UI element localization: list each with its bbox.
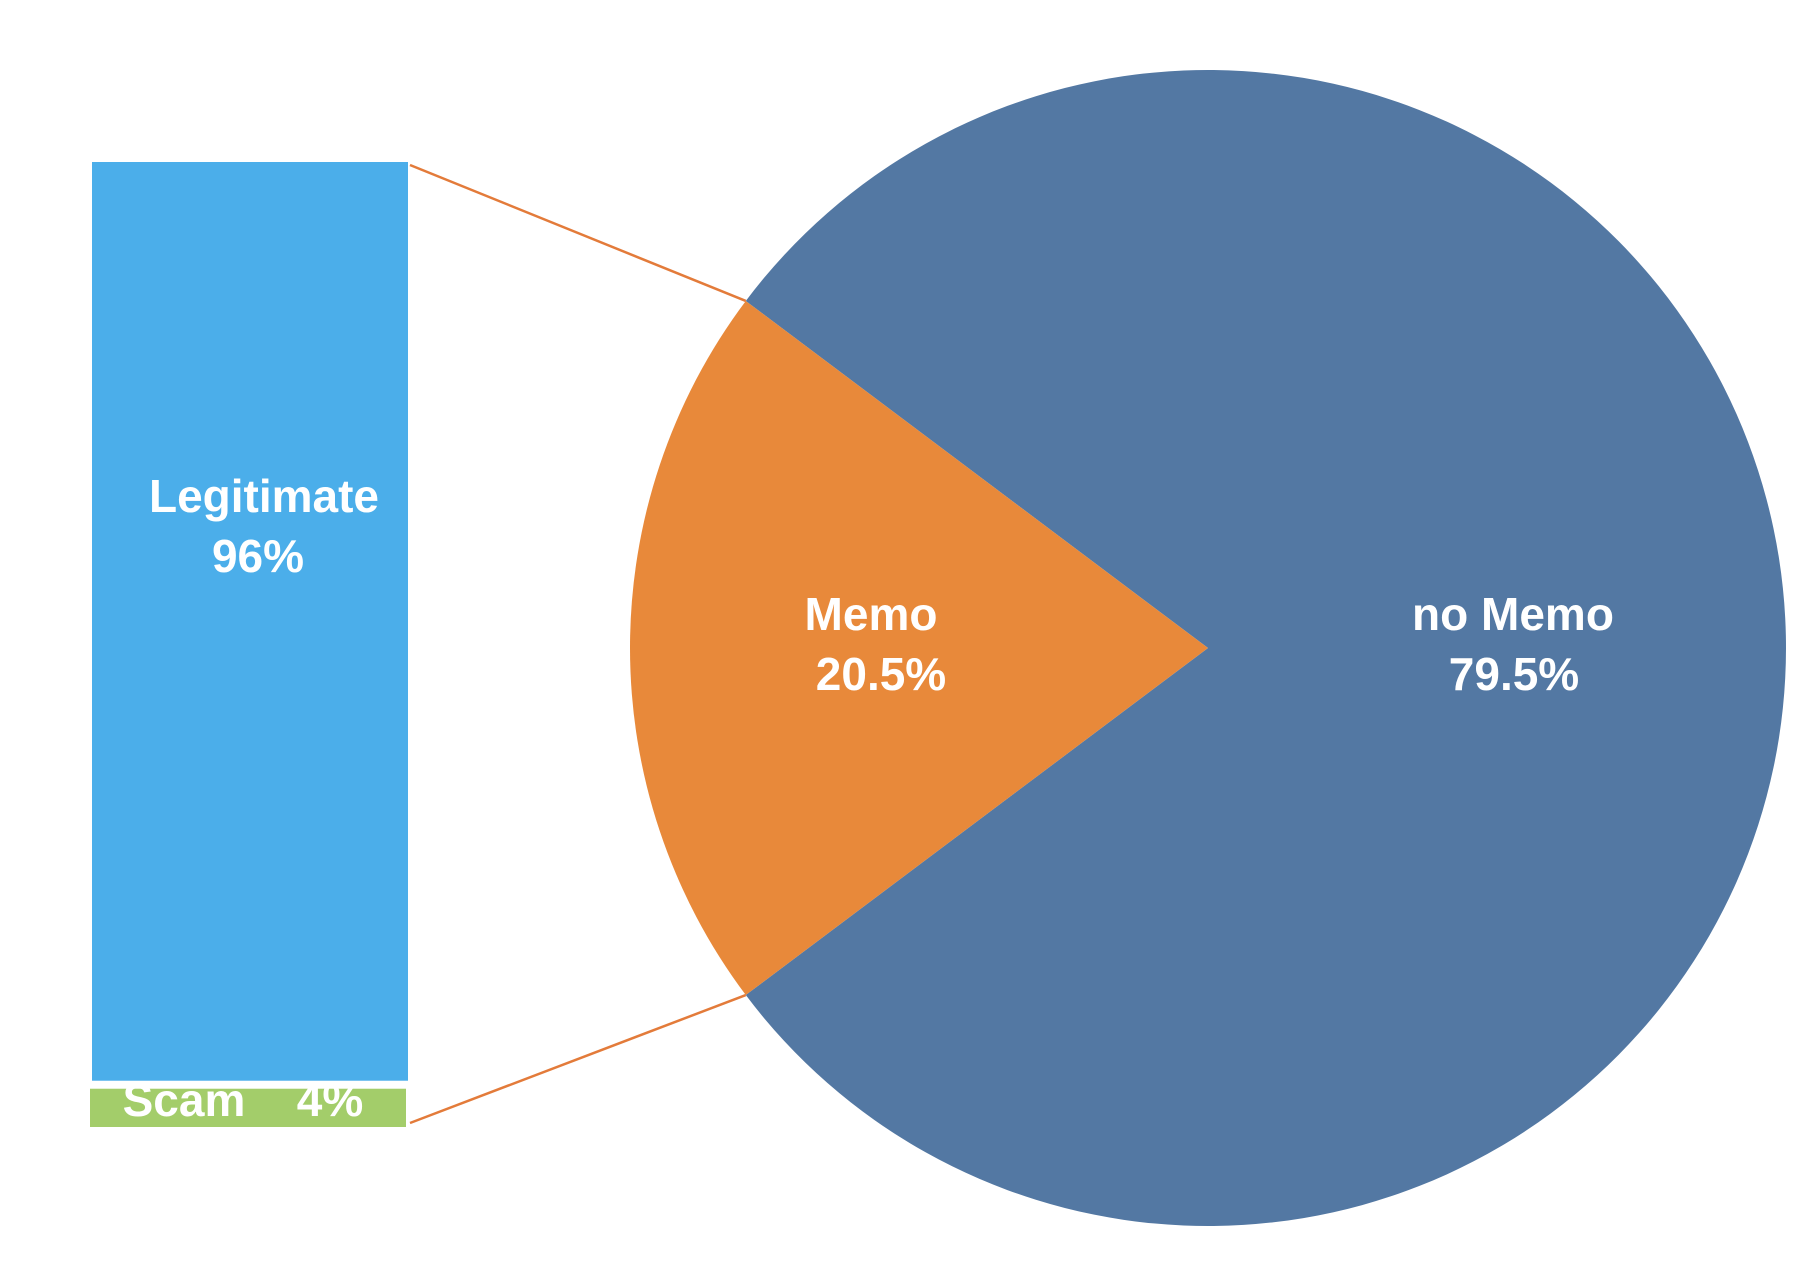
- label-legitimate-name: Legitimate: [149, 470, 379, 522]
- bar-segment-scam: [90, 1088, 406, 1127]
- connector-lines: [409, 163, 747, 1125]
- label-scam-name: Scam: [123, 1074, 246, 1126]
- label-no-memo-value: 79.5%: [1449, 648, 1579, 700]
- pie-slice-memo: [630, 300, 1208, 996]
- label-memo-value: 20.5%: [816, 648, 946, 700]
- pie-chart: [630, 70, 1787, 1227]
- pie-slice-no-memo: [745, 70, 1787, 1227]
- label-memo-name: Memo: [805, 588, 938, 640]
- stacked-bar: [90, 162, 408, 1127]
- bar-segment-legitimate: [92, 162, 408, 1081]
- label-no-memo-name: no Memo: [1412, 588, 1614, 640]
- label-legitimate-value: 96%: [212, 530, 304, 582]
- connector-line-top: [409, 163, 747, 303]
- label-scam-value: 4%: [297, 1074, 363, 1126]
- connector-line-bottom: [409, 993, 747, 1125]
- data-labels: Legitimate 96% Scam 4% Memo 20.5% no Memo 79.5%: [123, 470, 1614, 1126]
